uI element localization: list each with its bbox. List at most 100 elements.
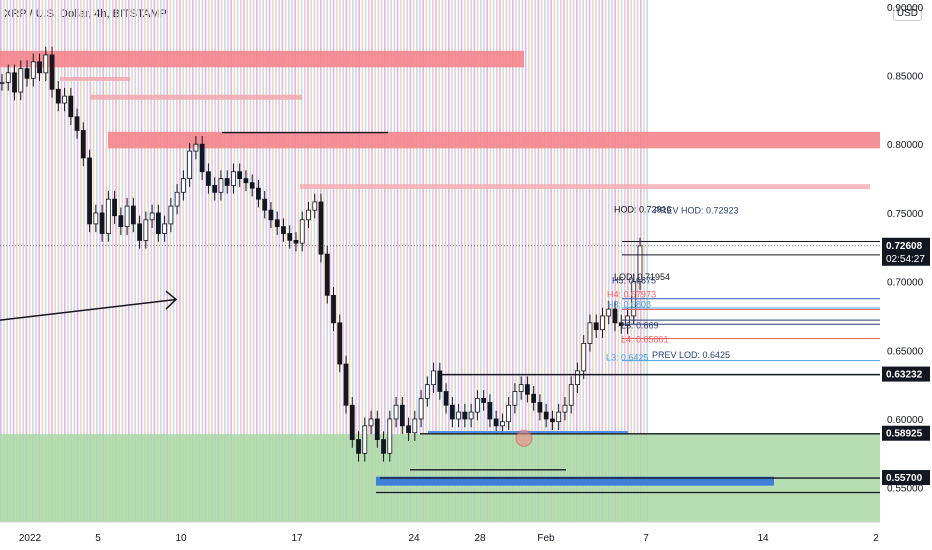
session-bar bbox=[419, 0, 421, 522]
currency-badge[interactable]: USD bbox=[892, 6, 922, 21]
session-bar bbox=[86, 0, 88, 522]
candle bbox=[387, 418, 393, 454]
session-bar bbox=[608, 0, 610, 522]
session-bar bbox=[246, 0, 248, 522]
session-bar bbox=[32, 0, 34, 522]
candle bbox=[606, 308, 612, 317]
y-tick-label: 0.75000 bbox=[887, 209, 924, 220]
session-bar bbox=[249, 0, 252, 522]
session-bar bbox=[544, 0, 546, 522]
candle bbox=[625, 315, 630, 326]
session-bar bbox=[361, 0, 364, 522]
session-bar bbox=[505, 0, 508, 522]
candle bbox=[424, 384, 430, 399]
candle bbox=[337, 322, 343, 365]
session-bar bbox=[208, 0, 210, 522]
candle bbox=[206, 171, 211, 186]
session-bar bbox=[211, 0, 213, 522]
y-tick-label: 0.90000 bbox=[887, 3, 924, 14]
candle bbox=[374, 418, 380, 440]
session-bar bbox=[412, 0, 415, 522]
session-bar bbox=[460, 0, 463, 522]
session-bar bbox=[76, 0, 79, 522]
session-bar bbox=[169, 0, 172, 522]
session-bar bbox=[147, 0, 149, 522]
session-bar bbox=[92, 0, 95, 522]
session-bar bbox=[473, 0, 476, 522]
candle bbox=[231, 171, 236, 186]
candle bbox=[399, 404, 405, 427]
candle bbox=[637, 245, 643, 283]
candle bbox=[149, 212, 155, 221]
session-bar bbox=[448, 0, 450, 522]
session-bar bbox=[176, 0, 178, 522]
session-bar bbox=[41, 0, 44, 522]
session-bar bbox=[348, 0, 351, 522]
candle bbox=[362, 425, 368, 454]
candle bbox=[174, 191, 180, 207]
candle bbox=[443, 391, 449, 406]
session-bar bbox=[57, 0, 60, 522]
price-label-box bbox=[882, 425, 930, 441]
candle bbox=[581, 343, 587, 372]
session-bar bbox=[80, 0, 82, 522]
candle bbox=[37, 61, 42, 74]
session-bar bbox=[102, 0, 104, 522]
session-bar bbox=[182, 0, 184, 522]
supply-zone-top bbox=[0, 50, 524, 68]
session-bar bbox=[400, 0, 402, 522]
session-bar bbox=[396, 0, 399, 522]
session-bar bbox=[387, 0, 389, 522]
session-bar bbox=[588, 0, 591, 522]
session-bar bbox=[105, 0, 108, 522]
candle bbox=[493, 418, 499, 427]
session-bar bbox=[188, 0, 191, 522]
candle bbox=[468, 411, 474, 420]
session-bar bbox=[12, 0, 15, 522]
candle bbox=[343, 363, 349, 406]
session-bar bbox=[275, 0, 277, 522]
session-bar bbox=[252, 0, 255, 522]
session-bar bbox=[73, 0, 76, 522]
x-tick-label: 2 bbox=[873, 533, 879, 544]
candle bbox=[512, 391, 518, 406]
session-bar bbox=[345, 0, 348, 522]
session-bar bbox=[297, 0, 300, 522]
session-bar bbox=[137, 0, 140, 522]
session-bar bbox=[60, 0, 63, 522]
session-bar bbox=[227, 0, 229, 522]
session-bar bbox=[304, 0, 306, 522]
session-bar bbox=[268, 0, 271, 522]
session-bar bbox=[358, 0, 360, 522]
session-bar bbox=[278, 0, 280, 522]
session-bar bbox=[393, 0, 396, 522]
session-bar bbox=[236, 0, 239, 522]
session-bar bbox=[572, 0, 575, 522]
session-bar bbox=[288, 0, 290, 522]
session-bar bbox=[601, 0, 604, 522]
session-bar bbox=[342, 0, 344, 522]
blue-zone bbox=[376, 476, 774, 486]
session-bar bbox=[416, 0, 418, 522]
session-bar bbox=[377, 0, 380, 522]
session-bar bbox=[636, 0, 639, 522]
session-bar bbox=[3, 0, 5, 522]
session-bar bbox=[16, 0, 18, 522]
session-bar bbox=[339, 0, 341, 522]
candle bbox=[331, 294, 336, 324]
candle bbox=[412, 418, 418, 434]
session-bar bbox=[579, 0, 581, 522]
session-bar bbox=[496, 0, 498, 522]
countdown-label: 02:54:27 bbox=[886, 254, 925, 265]
session-bar bbox=[406, 0, 408, 522]
session-bar bbox=[380, 0, 383, 522]
session-bar bbox=[217, 0, 220, 522]
session-bar bbox=[499, 0, 501, 522]
y-tick-label: 0.55000 bbox=[887, 484, 924, 495]
candle bbox=[381, 439, 386, 454]
session-bar bbox=[630, 0, 632, 522]
candle bbox=[137, 223, 143, 241]
session-bar bbox=[480, 0, 482, 522]
session-bar bbox=[156, 0, 159, 522]
